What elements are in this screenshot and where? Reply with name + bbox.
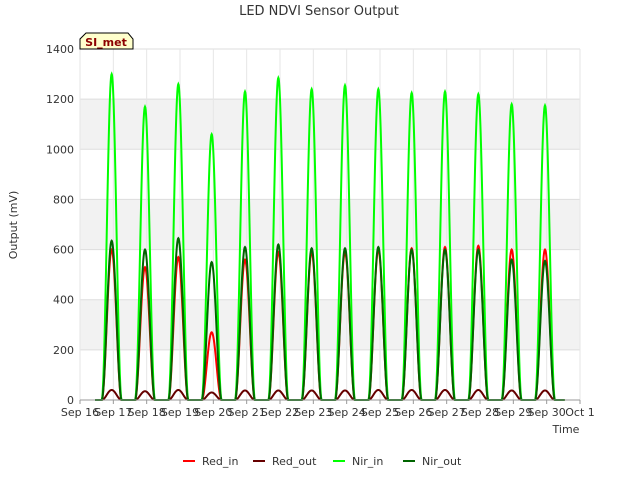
x-tick-label: Sep 22 (261, 406, 299, 419)
legend-label: Red_in (202, 455, 238, 468)
plot-band (80, 149, 580, 200)
x-tick-label: Sep 27 (428, 406, 466, 419)
plot-band (80, 49, 580, 100)
chart-title: LED NDVI Sensor Output (239, 4, 399, 19)
plot-band (80, 249, 580, 300)
y-tick-label: 400 (53, 294, 74, 307)
legend-label: Red_out (272, 455, 317, 468)
x-tick-label: Sep 16 (61, 406, 99, 419)
y-tick-label: 600 (53, 244, 74, 257)
y-axis-label: Output (mV) (7, 191, 20, 260)
x-tick-label: Sep 20 (194, 406, 232, 419)
x-tick-label: Sep 25 (361, 406, 399, 419)
plot-band (80, 99, 580, 150)
x-tick-label: Oct 1 (565, 406, 595, 419)
x-tick-label: Sep 26 (394, 406, 432, 419)
x-tick-label: Sep 28 (461, 406, 499, 419)
y-tick-label: 1200 (46, 93, 74, 106)
plot-band (80, 299, 580, 350)
x-tick-label: Sep 24 (328, 406, 366, 419)
legend: Red_in Red_out Nir_in Nir_out (183, 455, 462, 468)
plot-band (80, 199, 580, 250)
x-tick-label: Sep 29 (494, 406, 532, 419)
x-tick-label: Sep 30 (528, 406, 566, 419)
y-tick-label: 800 (53, 193, 74, 206)
x-tick-label: Sep 17 (94, 406, 132, 419)
badge-label: SI_met (85, 36, 127, 49)
plot-background (80, 49, 580, 400)
x-tick-label: Sep 18 (128, 406, 166, 419)
x-tick-label: Sep 21 (228, 406, 266, 419)
site-badge: SI_met (79, 32, 134, 50)
x-tick-label: Sep 23 (294, 406, 332, 419)
legend-label: Nir_out (422, 455, 462, 468)
x-tick-label: Sep 19 (161, 406, 199, 419)
legend-label: Nir_in (352, 455, 383, 468)
y-tick-label: 0 (67, 394, 74, 407)
y-tick-label: 1000 (46, 143, 74, 156)
plot-band (80, 349, 580, 400)
y-tick-label: 1400 (46, 43, 74, 56)
y-tick-label: 200 (53, 344, 74, 357)
x-axis-label: Time (552, 423, 580, 436)
